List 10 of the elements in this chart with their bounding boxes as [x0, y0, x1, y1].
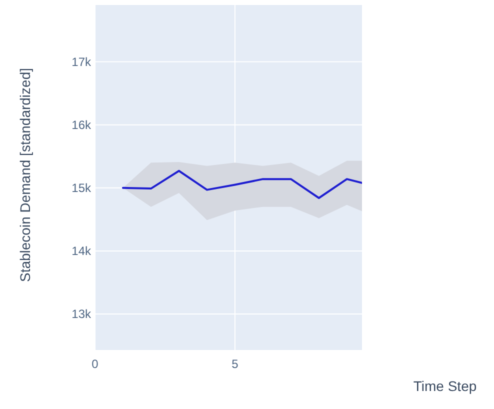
y-axis-title: Stablecoin Demand [standardized]	[17, 68, 33, 282]
y-tick-label: 14k	[72, 244, 92, 258]
x-tick-label: 0	[92, 357, 99, 371]
y-tick-label: 17k	[72, 54, 92, 69]
x-tick-label: 5	[232, 357, 239, 371]
line-series	[122, 170, 362, 199]
x-axis-title: Time Step	[413, 378, 477, 394]
y-tick-label: 16k	[72, 118, 92, 132]
y-tick-label: 13k	[72, 307, 92, 322]
y-tick-label: 15k	[72, 181, 92, 196]
